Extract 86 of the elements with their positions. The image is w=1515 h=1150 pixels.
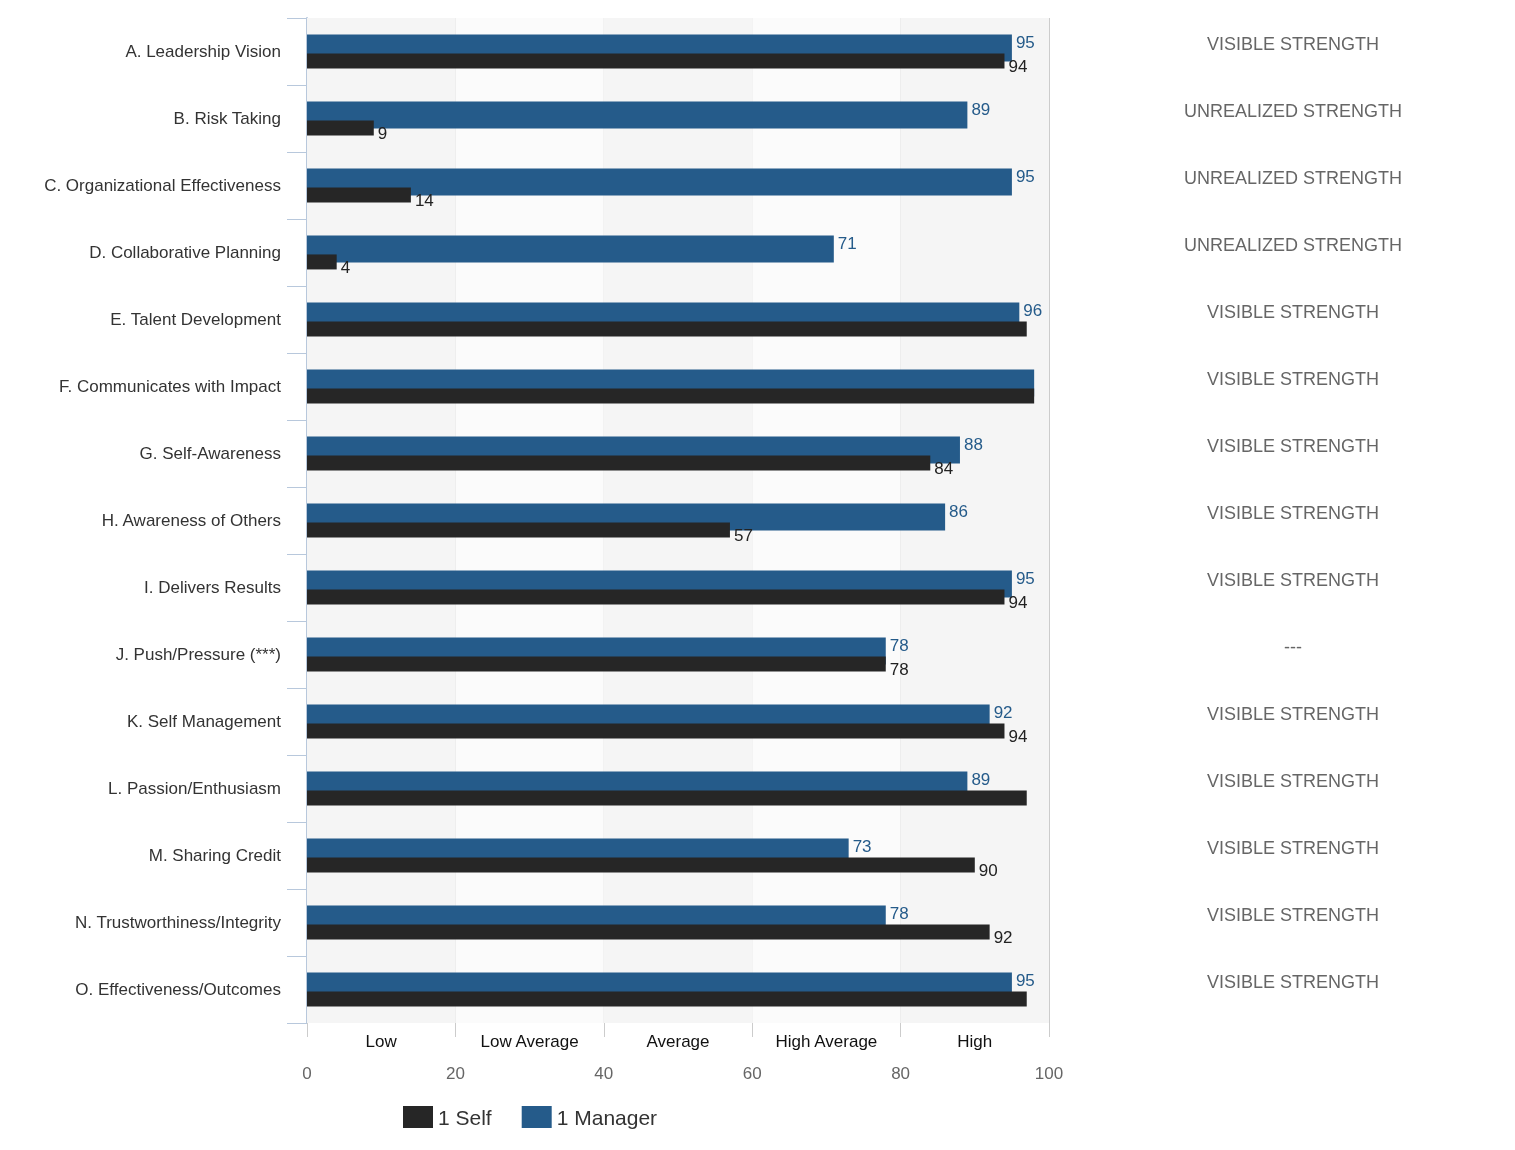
data-label: 94 — [1008, 727, 1028, 747]
legend-label: 1 Self — [438, 1105, 492, 1129]
x-tick-label: 60 — [742, 1064, 762, 1083]
data-label: 78 — [889, 635, 909, 655]
band-label: Low Average — [480, 1032, 579, 1051]
data-label: 89 — [971, 769, 991, 789]
data-label: 90 — [978, 861, 998, 881]
text: --- — [1284, 636, 1302, 657]
text: VISIBLE STRENGTH — [1206, 569, 1380, 590]
text: VISIBLE STRENGTH — [1206, 971, 1380, 992]
bar — [307, 321, 1027, 337]
text: VISIBLE STRENGTH — [1206, 502, 1380, 523]
data-label: 78 — [889, 660, 909, 680]
data-label: 73 — [852, 836, 872, 856]
bar — [307, 168, 1012, 196]
data-label: 57 — [733, 526, 753, 546]
data-label: 14 — [414, 191, 434, 211]
bar — [307, 101, 968, 129]
y-tick-label: K. Self Management — [126, 712, 282, 731]
bar — [307, 187, 411, 203]
y-tick-label: D. Collaborative Planning — [89, 243, 281, 262]
data-label: 84 — [934, 459, 954, 479]
text: VISIBLE STRENGTH — [1206, 837, 1380, 858]
bar — [307, 120, 374, 136]
text: UNREALIZED STRENGTH — [1183, 100, 1403, 121]
band-label: Low — [365, 1032, 398, 1051]
data-label: 78 — [889, 903, 909, 923]
data-label: 95 — [1015, 32, 1035, 52]
data-label: 71 — [837, 233, 857, 253]
data-label: 9 — [377, 124, 388, 144]
bar — [307, 723, 1005, 739]
data-label: 88 — [963, 434, 983, 454]
y-tick-label: B. Risk Taking — [173, 109, 281, 128]
data-label: 92 — [993, 928, 1013, 948]
bar — [307, 790, 1027, 806]
text: VISIBLE STRENGTH — [1206, 368, 1380, 389]
bar — [307, 924, 990, 940]
data-label: 96 — [1023, 300, 1043, 320]
y-tick-label: G. Self-Awareness — [139, 444, 281, 463]
x-tick-label: 40 — [594, 1064, 614, 1083]
bar — [307, 53, 1005, 69]
text: UNREALIZED STRENGTH — [1183, 167, 1403, 188]
text: VISIBLE STRENGTH — [1206, 33, 1380, 54]
bar — [307, 857, 975, 873]
data-label: 94 — [1008, 593, 1028, 613]
band-label: Average — [646, 1032, 710, 1051]
y-tick-label: M. Sharing Credit — [148, 846, 282, 865]
y-tick-label: O. Effectiveness/Outcomes — [75, 980, 281, 999]
text: VISIBLE STRENGTH — [1206, 703, 1380, 724]
y-tick-label: A. Leadership Vision — [125, 42, 281, 61]
y-tick-label: F. Communicates with Impact — [58, 377, 282, 396]
text: VISIBLE STRENGTH — [1206, 435, 1380, 456]
x-tick-label: 80 — [891, 1064, 911, 1083]
bar — [307, 589, 1005, 605]
text: UNREALIZED STRENGTH — [1183, 234, 1403, 255]
data-label: 86 — [949, 501, 969, 521]
data-label: 95 — [1015, 970, 1035, 990]
x-tick-label: 0 — [302, 1064, 312, 1083]
y-tick-label: L. Passion/Enthusiasm — [108, 779, 281, 798]
x-tick-label: 100 — [1034, 1064, 1064, 1083]
bar — [307, 254, 337, 270]
data-label: 4 — [340, 258, 351, 278]
text: VISIBLE STRENGTH — [1206, 770, 1380, 791]
data-label: 89 — [971, 99, 991, 119]
bar — [307, 656, 886, 672]
legend-label: 1 Manager — [556, 1105, 658, 1129]
y-tick-label: J. Push/Pressure (***) — [115, 645, 281, 664]
y-tick-label: I. Delivers Results — [144, 578, 281, 597]
bar — [307, 991, 1027, 1007]
bar — [307, 455, 931, 471]
bar — [307, 522, 730, 538]
y-tick-label: N. Trustworthiness/Integrity — [75, 913, 282, 932]
y-tick-label: E. Talent Development — [110, 310, 282, 329]
band-label: High — [957, 1032, 993, 1051]
data-label: 94 — [1008, 57, 1028, 77]
text: VISIBLE STRENGTH — [1206, 301, 1380, 322]
bar — [307, 235, 834, 263]
data-label: 95 — [1015, 166, 1035, 186]
text: VISIBLE STRENGTH — [1206, 904, 1380, 925]
x-tick-label: 20 — [445, 1064, 465, 1083]
band-label: High Average — [775, 1032, 878, 1051]
data-label: 92 — [993, 702, 1013, 722]
data-label: 95 — [1015, 568, 1035, 588]
bar — [307, 388, 1035, 404]
y-tick-label: H. Awareness of Others — [101, 511, 281, 530]
y-tick-label: C. Organizational Effectiveness — [44, 176, 281, 195]
